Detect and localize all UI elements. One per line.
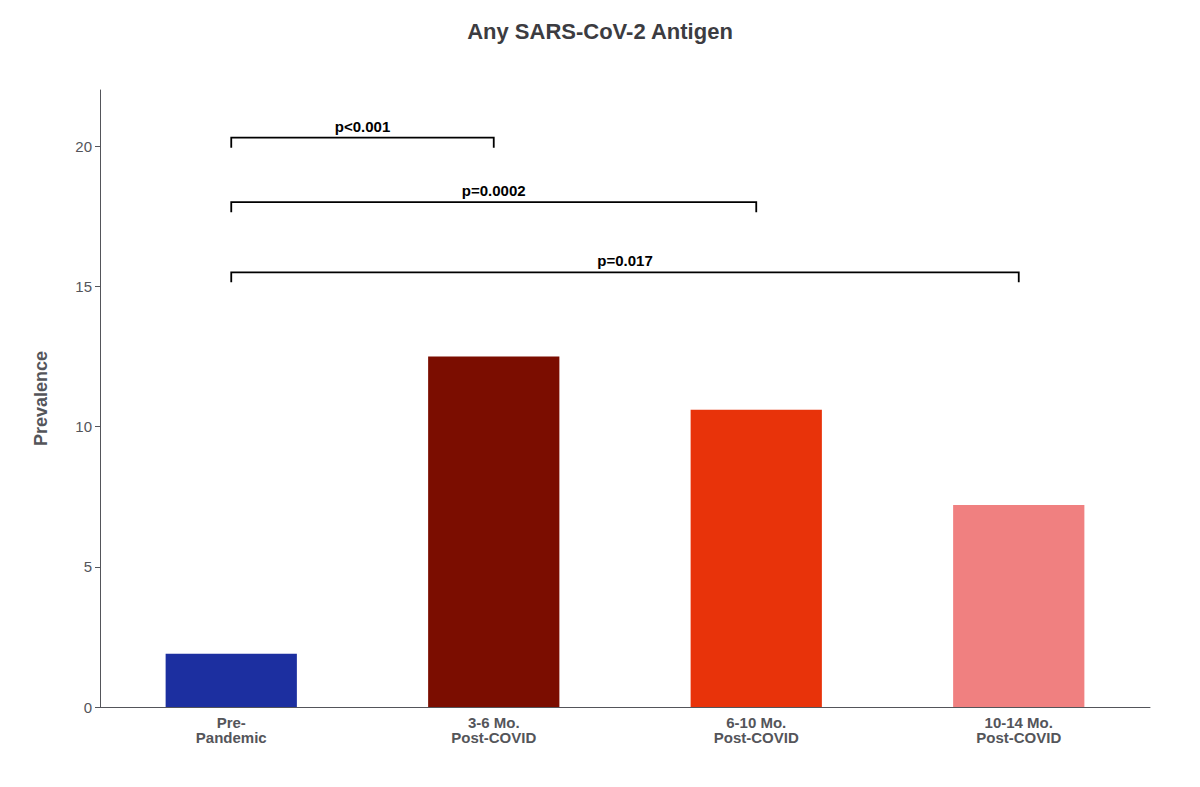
svg-text:Pandemic: Pandemic (196, 729, 267, 746)
svg-text:10-14 Mo.: 10-14 Mo. (984, 714, 1053, 731)
svg-text:Post-COVID: Post-COVID (714, 729, 799, 746)
svg-text:15: 15 (75, 278, 92, 295)
svg-text:6-10 Mo.: 6-10 Mo. (726, 714, 787, 731)
svg-text:Prevalence: Prevalence (31, 351, 51, 446)
svg-text:Post-COVID: Post-COVID (976, 729, 1061, 746)
svg-text:Post-COVID: Post-COVID (451, 729, 536, 746)
svg-text:p=0.0002: p=0.0002 (462, 182, 526, 199)
svg-text:20: 20 (75, 138, 92, 155)
svg-text:p=0.017: p=0.017 (597, 252, 652, 269)
svg-text:p<0.001: p<0.001 (335, 118, 390, 135)
svg-text:10: 10 (75, 418, 92, 435)
svg-text:0: 0 (84, 699, 92, 716)
svg-text:5: 5 (84, 558, 92, 575)
svg-text:3-6 Mo.: 3-6 Mo. (467, 714, 520, 731)
svg-text:Any SARS-CoV-2 Antigen: Any SARS-CoV-2 Antigen (467, 19, 733, 44)
svg-text:Pre-: Pre- (216, 714, 246, 731)
